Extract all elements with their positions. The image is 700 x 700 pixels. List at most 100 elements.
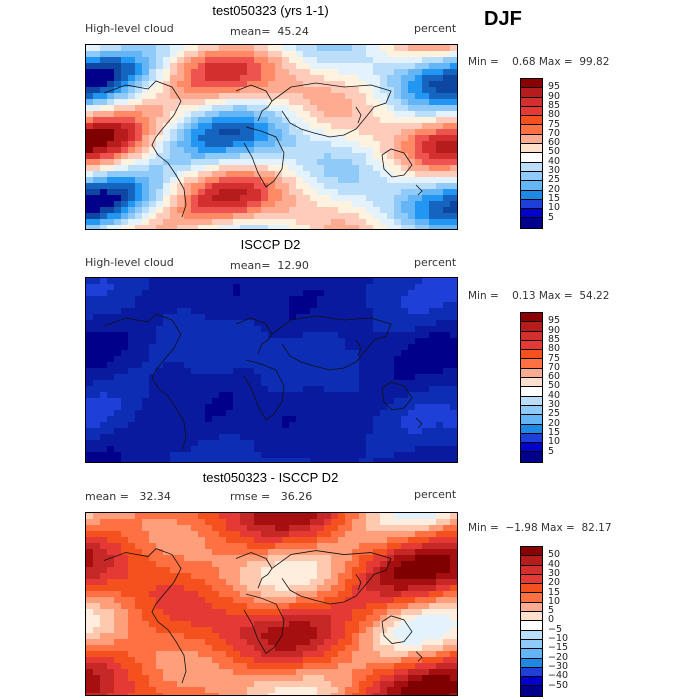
- colorbar-tick-label: 90: [548, 90, 561, 102]
- coastline: [415, 184, 423, 196]
- coastline: [355, 106, 362, 124]
- colorbar-tick-label: 20: [548, 417, 561, 429]
- coastline: [157, 621, 187, 684]
- colorbar-tick-label: −20: [548, 651, 569, 663]
- colorbar-tick-label: 75: [548, 118, 561, 130]
- colorbar-swatch: [521, 88, 542, 98]
- coastline: [271, 315, 392, 371]
- colorbar-swatch: [521, 547, 542, 557]
- colorbar-tick-label: 10: [548, 202, 561, 214]
- colorbar-swatch: [521, 602, 542, 613]
- colorbar-tick-label: 70: [548, 361, 561, 373]
- colorbar-swatch: [521, 415, 542, 425]
- colorbar-tick-label: 85: [548, 99, 561, 111]
- colorbar-swatch: [521, 612, 542, 622]
- min-max-label: Min = −1.98 Max = 82.17: [468, 522, 612, 534]
- colorbar-swatch: [521, 677, 542, 687]
- colorbar-tick-label: 15: [548, 426, 561, 438]
- coastline: [157, 154, 187, 218]
- colorbar-tick-label: 25: [548, 174, 561, 186]
- colorbar-swatch: [521, 153, 542, 163]
- map-panel-observed: [85, 277, 458, 463]
- colorbar-swatch: [521, 686, 542, 696]
- colorbar-swatch: [521, 331, 542, 341]
- colorbar-swatch: [521, 574, 542, 585]
- panel-title: test050323 - ISCCP D2: [202, 470, 339, 485]
- colorbar-labels: 50 40 30 20 15 10 5 0 −5 −10 −15 −20 −30 −40 −50: [548, 546, 588, 696]
- colorbar-swatch: [521, 452, 542, 462]
- colorbar: [520, 312, 543, 463]
- colorbar-swatch: [521, 639, 542, 650]
- rmse-label: rmse = 36.26: [230, 490, 313, 503]
- colorbar-tick-label: 80: [548, 109, 561, 121]
- colorbar-tick-label: 10: [548, 595, 561, 607]
- colorbar-tick-label: 25: [548, 408, 561, 420]
- colorbar-swatch: [521, 433, 542, 444]
- colorbar-tick-label: 30: [548, 567, 561, 579]
- colorbar-tick-label: 30: [548, 399, 561, 410]
- colorbar-swatch: [521, 396, 542, 406]
- coastline: [381, 148, 413, 178]
- colorbar-swatch: [521, 556, 542, 566]
- colorbar-tick-label: −50: [548, 679, 569, 691]
- colorbar-tick-label: 40: [548, 389, 561, 401]
- colorbar-tick-label: 0: [548, 614, 555, 626]
- colorbar-swatch: [521, 593, 542, 603]
- colorbar-tick-label: −5: [548, 623, 563, 635]
- colorbar-swatch: [521, 405, 542, 416]
- panel-title: ISCCP D2: [240, 237, 301, 252]
- colorbar-swatch: [521, 667, 542, 678]
- units-label: percent: [414, 22, 457, 35]
- colorbar-swatch: [521, 359, 542, 369]
- colorbar-swatch: [521, 387, 542, 397]
- coastline: [103, 80, 182, 156]
- colorbar-tick-label: 30: [548, 165, 561, 176]
- colorbar-swatch: [521, 79, 542, 89]
- colorbar-tick-label: 90: [548, 324, 561, 336]
- colorbar-swatch: [521, 134, 542, 145]
- colorbar-swatch: [521, 199, 542, 210]
- colorbar-swatch: [521, 649, 542, 659]
- coastline: [243, 593, 285, 655]
- colorbar-swatch: [521, 190, 542, 200]
- colorbar-tick-label: 5: [548, 445, 555, 457]
- mean-label: mean = 32.34: [85, 490, 171, 503]
- colorbar-swatch: [521, 106, 542, 117]
- colorbar-swatch: [521, 218, 542, 228]
- colorbar-swatch: [521, 378, 542, 388]
- colorbar-tick-label: 95: [548, 81, 561, 93]
- coastline: [355, 339, 362, 357]
- colorbar-swatch: [521, 162, 542, 172]
- colorbar-swatch: [521, 116, 542, 126]
- coastline: [381, 615, 413, 644]
- colorbar-swatch: [521, 368, 542, 379]
- colorbar-swatch: [521, 621, 542, 631]
- map-panel-difference: [85, 512, 458, 696]
- colorbar-swatch: [521, 313, 542, 323]
- mean-label: mean= 45.24: [230, 25, 309, 38]
- colorbar-labels: 95 90 85 80 75 70 60 50 40 30 25 20 15 10 5: [548, 312, 588, 462]
- colorbar-tick-label: 60: [548, 371, 561, 383]
- coastline: [243, 359, 285, 421]
- colorbar-swatch: [521, 424, 542, 434]
- coastline: [381, 381, 413, 411]
- colorbar-tick-label: 5: [548, 605, 555, 617]
- units-label: percent: [414, 488, 457, 501]
- coastline: [243, 126, 285, 188]
- map-panel-model: [85, 44, 458, 230]
- colorbar-tick-label: 20: [548, 183, 561, 195]
- colorbar-swatch: [521, 171, 542, 182]
- variable-label: High-level cloud: [85, 256, 174, 269]
- colorbar-tick-label: 60: [548, 137, 561, 149]
- colorbar-swatch: [521, 565, 542, 575]
- colorbar-tick-label: 95: [548, 315, 561, 327]
- coastline: [415, 651, 423, 662]
- coastline: [271, 82, 392, 138]
- min-max-label: Min = 0.13 Max = 54.22: [468, 290, 610, 302]
- coastline: [103, 548, 182, 623]
- colorbar-swatch: [521, 97, 542, 107]
- coastline: [271, 550, 392, 605]
- colorbar-swatch: [521, 350, 542, 360]
- colorbar-swatch: [521, 181, 542, 191]
- colorbar-swatch: [521, 630, 542, 640]
